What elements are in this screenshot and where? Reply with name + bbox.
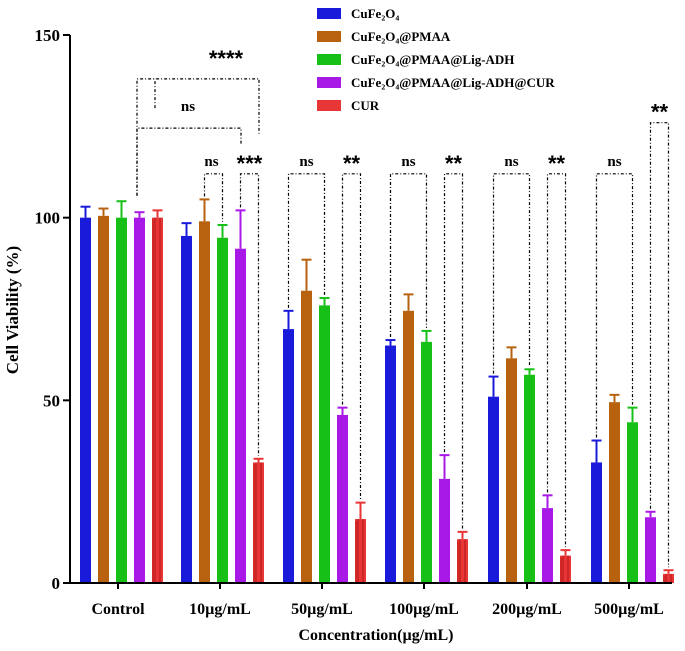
significance-bracket	[492, 173, 531, 374]
y-tick-label: 100	[35, 209, 61, 228]
significance-bracket	[443, 173, 464, 529]
bar	[627, 422, 638, 583]
bar	[385, 345, 396, 583]
x-tick-label: 50µg/mL	[291, 601, 353, 618]
significance-label: ns	[607, 154, 621, 170]
bar	[421, 341, 432, 583]
bar	[134, 217, 145, 583]
bar	[253, 462, 264, 583]
significance-label: ns	[401, 154, 415, 170]
y-tick-label: 150	[35, 26, 61, 45]
bar	[488, 396, 499, 583]
bar	[403, 310, 414, 583]
bar	[645, 517, 656, 583]
significance-bracket	[203, 173, 224, 222]
significance-label: **	[445, 151, 463, 176]
legend: CuFe₂O₄ CuFe₂O₄@PMAA CuFe₂O₄@PMAA@Lig-ADH C…	[317, 6, 555, 113]
bar	[217, 237, 228, 583]
significance-layer: **** ns ns *** ns ** ns ** ns ** ns **	[136, 46, 670, 568]
significance-label: **	[651, 100, 669, 125]
legend-label: CUR	[351, 98, 380, 113]
significance-label: **	[548, 151, 566, 176]
significance-label: ns	[299, 154, 313, 170]
significance-label: ns	[181, 99, 195, 115]
bars-layer	[80, 198, 674, 583]
significance-bracket	[546, 173, 567, 548]
legend-label: CuFe₂O₄@PMAA	[351, 29, 451, 44]
significance-bracket	[136, 127, 242, 196]
bar	[235, 248, 246, 583]
legend-swatch	[317, 31, 341, 42]
bar	[457, 539, 468, 583]
legend-swatch	[317, 54, 341, 65]
x-tick-label: 100µg/mL	[389, 601, 459, 618]
significance-bracket	[595, 173, 634, 438]
x-tick-label: 200µg/mL	[492, 601, 562, 618]
bar	[283, 329, 294, 583]
bar	[98, 215, 109, 583]
significance-label: ns	[204, 154, 218, 170]
bar	[337, 414, 348, 583]
bar	[560, 555, 571, 583]
x-tick-label: Control	[91, 601, 145, 618]
x-axis-label: Concentration(µg/mL)	[299, 627, 454, 644]
bar	[355, 519, 366, 583]
bar	[609, 402, 620, 583]
significance-bracket	[287, 173, 326, 308]
bar	[506, 358, 517, 583]
significance-label: ****	[209, 46, 244, 71]
bar	[301, 290, 312, 583]
bar	[663, 573, 674, 583]
x-tick-label: 500µg/mL	[594, 601, 664, 618]
y-axis-label: Cell Viability (%)	[3, 246, 22, 374]
x-ticks-layer: Control 10µg/mL 50µg/mL 100µg/mL 200µg/mL 500…	[91, 583, 664, 618]
y-tick-label: 50	[43, 391, 60, 410]
bar	[80, 217, 91, 583]
legend-swatch	[317, 8, 341, 19]
x-tick-label: 10µg/mL	[189, 601, 251, 618]
significance-label: ns	[504, 154, 518, 170]
y-tick-label: 0	[52, 574, 61, 593]
legend-label: CuFe₂O₄@PMAA@Lig-ADH@CUR	[351, 75, 555, 90]
significance-bracket	[239, 173, 260, 456]
significance-label: ***	[237, 151, 263, 176]
significance-bracket	[389, 173, 428, 338]
bar	[524, 374, 535, 583]
legend-swatch	[317, 77, 341, 88]
significance-bracket	[649, 122, 670, 568]
significance-label: **	[343, 151, 361, 176]
legend-label: CuFe₂O₄@PMAA@Lig-ADH	[351, 52, 514, 67]
legend-swatch	[317, 100, 341, 111]
axes-layer	[69, 35, 672, 584]
bar	[152, 217, 163, 583]
bar	[116, 217, 127, 583]
bar	[542, 508, 553, 583]
y-ticks-layer: 0 50 100 150	[35, 26, 70, 593]
bar	[439, 478, 450, 583]
bar	[199, 221, 210, 583]
legend-label: CuFe₂O₄	[351, 6, 399, 21]
bar	[319, 305, 330, 583]
bar	[181, 235, 192, 583]
bar	[591, 462, 602, 583]
